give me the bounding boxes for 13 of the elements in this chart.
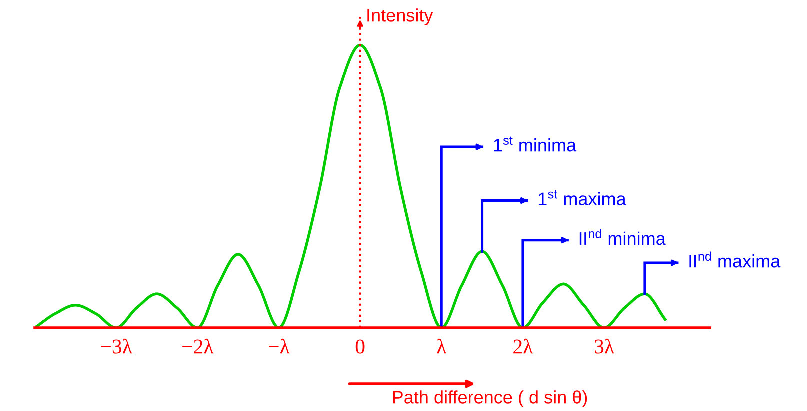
x-tick-label: 2λ: [514, 338, 534, 354]
annotation: II$^{nd}$ maxima: [690, 252, 781, 268]
x-axis-title: Path difference ( d sin θ): [393, 390, 588, 408]
x-tick-label: −2λ: [182, 338, 214, 354]
annotation: 1$^{st}$ maxima: [538, 190, 626, 206]
annotation: 1$^{st}$ minima: [494, 136, 577, 152]
x-tick-label: λ: [437, 338, 447, 354]
x-tick-label: 0: [356, 340, 365, 354]
x-tick-label: 3λ: [595, 338, 614, 354]
x-tick-label: −3λ: [101, 338, 132, 354]
annotation: II$^{nd}$ minima: [580, 229, 666, 246]
x-tick-label: −λ: [269, 338, 290, 354]
y-axis-title: Intensity: [368, 8, 434, 26]
